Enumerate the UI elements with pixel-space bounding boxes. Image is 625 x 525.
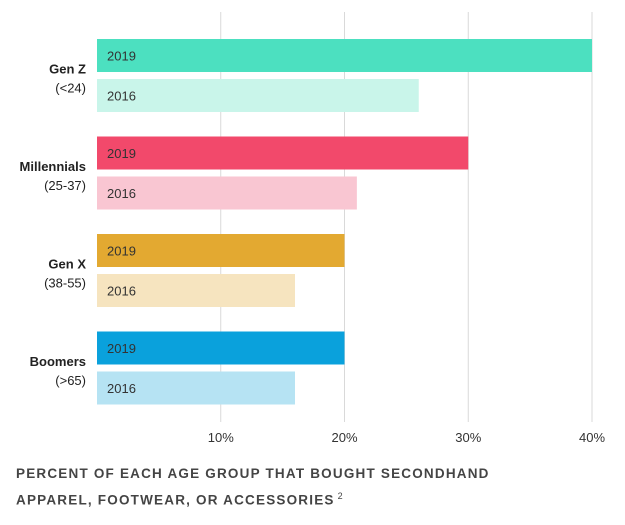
bar-series-label: 2016 — [107, 284, 136, 299]
footnote-marker: 2 — [337, 491, 343, 501]
x-tick-label: 30% — [455, 430, 481, 445]
bar — [97, 39, 592, 72]
bar — [97, 331, 345, 365]
bar-series-label: 2016 — [107, 381, 136, 396]
x-tick-label: 40% — [579, 430, 605, 445]
group-labels: Gen Z (<24) Millennials (25-37) Gen X (38-55)… — [20, 62, 87, 389]
x-tick-label: 20% — [331, 430, 357, 445]
bar — [97, 234, 345, 267]
bar-series-label: 2019 — [107, 49, 136, 64]
bar — [97, 371, 295, 405]
x-axis-ticks: 10% 20% 30% 40% — [208, 430, 606, 445]
category-age-range: (25-37) — [44, 178, 86, 193]
x-tick-label: 10% — [208, 430, 234, 445]
chart-title-line-2-text: APPAREL, FOOTWEAR, OR ACCESSORIES — [16, 492, 335, 508]
bar — [97, 176, 357, 210]
bar-series-label: 2016 — [107, 89, 136, 104]
category-age-range: (<24) — [55, 81, 86, 96]
chart-title-line-2: APPAREL, FOOTWEAR, OR ACCESSORIES 2 — [16, 485, 606, 512]
chart-title: PERCENT OF EACH AGE GROUP THAT BOUGHT SE… — [16, 462, 606, 512]
bar-series-label: 2019 — [107, 146, 136, 161]
bar-series-label: 2019 — [107, 341, 136, 356]
bar-series-label: 2019 — [107, 244, 136, 259]
bar-series-label: 2016 — [107, 186, 136, 201]
category-age-range: (>65) — [55, 373, 86, 388]
bar — [97, 79, 419, 112]
category-label: Gen X — [48, 257, 86, 272]
bar — [97, 136, 469, 170]
category-label: Boomers — [30, 354, 86, 369]
category-label: Millennials — [20, 159, 86, 174]
bar-chart: 2019 2016 2019 2016 2019 2016 2019 2016 Gen Z (<… — [20, 12, 606, 445]
bars: 2019 2016 2019 2016 2019 2016 2019 2016 — [97, 39, 592, 405]
chart-title-line-1: PERCENT OF EACH AGE GROUP THAT BOUGHT SE… — [16, 466, 490, 481]
category-age-range: (38-55) — [44, 276, 86, 291]
bar — [97, 274, 295, 307]
category-label: Gen Z — [49, 62, 86, 77]
